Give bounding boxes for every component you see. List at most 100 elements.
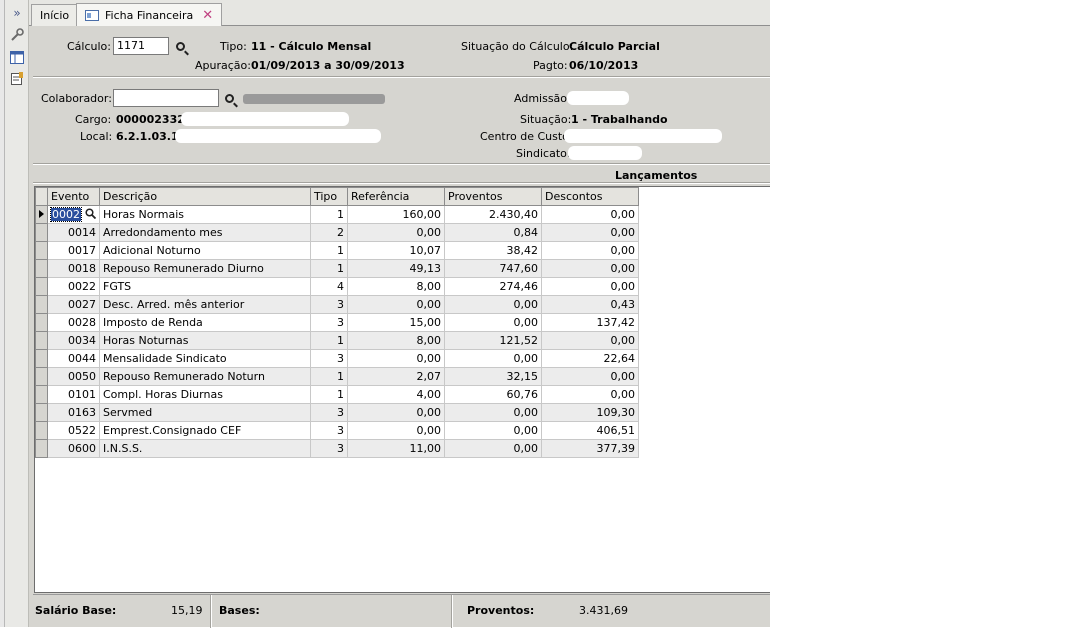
- table-row[interactable]: 0600 I.N.S.S. 3 11,00 0,00 377,39: [35, 439, 639, 458]
- evento-selected-value[interactable]: 0002: [50, 206, 82, 222]
- column-header-tipo[interactable]: Tipo: [310, 187, 348, 206]
- table-row[interactable]: 0044 Mensalidade Sindicato 3 0,00 0,00 22,64: [35, 349, 639, 368]
- cell-referencia[interactable]: 8,00: [347, 331, 445, 350]
- cell-descontos[interactable]: 0,00: [541, 259, 639, 278]
- cell-tipo[interactable]: 1: [310, 367, 348, 386]
- row-indicator[interactable]: [35, 385, 48, 404]
- cell-descontos[interactable]: 109,30: [541, 403, 639, 422]
- cell-descricao[interactable]: Emprest.Consignado CEF: [99, 421, 311, 440]
- cell-descricao[interactable]: Adicional Noturno: [99, 241, 311, 260]
- cell-referencia[interactable]: 160,00: [347, 205, 445, 224]
- cell-proventos[interactable]: 0,00: [444, 349, 542, 368]
- cell-referencia[interactable]: 15,00: [347, 313, 445, 332]
- wrench-icon[interactable]: [8, 26, 26, 44]
- row-indicator[interactable]: [35, 241, 48, 260]
- row-indicator[interactable]: [35, 259, 48, 278]
- cell-descricao[interactable]: Repouso Remunerado Noturn: [99, 367, 311, 386]
- column-header-proventos[interactable]: Proventos: [444, 187, 542, 206]
- row-indicator[interactable]: [35, 349, 48, 368]
- cell-descricao[interactable]: Horas Noturnas: [99, 331, 311, 350]
- table-row[interactable]: 0034 Horas Noturnas 1 8,00 121,52 0,00: [35, 331, 639, 350]
- cell-evento[interactable]: 0101: [47, 385, 100, 404]
- cell-evento[interactable]: 0044: [47, 349, 100, 368]
- cell-tipo[interactable]: 3: [310, 403, 348, 422]
- cell-proventos[interactable]: 121,52: [444, 331, 542, 350]
- cell-descricao[interactable]: I.N.S.S.: [99, 439, 311, 458]
- column-header-referencia[interactable]: Referência: [347, 187, 445, 206]
- cell-descontos[interactable]: 22,64: [541, 349, 639, 368]
- table-row[interactable]: 0018 Repouso Remunerado Diurno 1 49,13 747,6…: [35, 259, 639, 278]
- cell-descricao[interactable]: Arredondamento mes: [99, 223, 311, 242]
- cell-tipo[interactable]: 1: [310, 385, 348, 404]
- search-icon[interactable]: [171, 37, 189, 55]
- cell-referencia[interactable]: 2,07: [347, 367, 445, 386]
- cell-descontos[interactable]: 0,43: [541, 295, 639, 314]
- cell-referencia[interactable]: 4,00: [347, 385, 445, 404]
- table-row[interactable]: 0017 Adicional Noturno 1 10,07 38,42 0,00: [35, 241, 639, 260]
- cell-proventos[interactable]: 0,00: [444, 295, 542, 314]
- cell-proventos[interactable]: 0,00: [444, 439, 542, 458]
- cell-tipo[interactable]: 1: [310, 331, 348, 350]
- cell-referencia[interactable]: 0,00: [347, 349, 445, 368]
- row-indicator[interactable]: [35, 421, 48, 440]
- cell-proventos[interactable]: 32,15: [444, 367, 542, 386]
- cell-proventos[interactable]: 2.430,40: [444, 205, 542, 224]
- cell-referencia[interactable]: 0,00: [347, 223, 445, 242]
- cell-descricao[interactable]: Horas Normais: [99, 205, 311, 224]
- column-header-descontos[interactable]: Descontos: [541, 187, 639, 206]
- row-indicator[interactable]: [35, 205, 48, 224]
- cell-evento[interactable]: 0022: [47, 277, 100, 296]
- calculo-input[interactable]: 1171: [113, 37, 169, 55]
- column-header-descricao[interactable]: Descrição: [99, 187, 311, 206]
- table-row[interactable]: 0101 Compl. Horas Diurnas 1 4,00 60,76 0,00: [35, 385, 639, 404]
- cell-tipo[interactable]: 3: [310, 295, 348, 314]
- cell-evento[interactable]: 0034: [47, 331, 100, 350]
- row-indicator[interactable]: [35, 439, 48, 458]
- row-indicator[interactable]: [35, 295, 48, 314]
- cell-descricao[interactable]: Mensalidade Sindicato: [99, 349, 311, 368]
- cell-tipo[interactable]: 1: [310, 205, 348, 224]
- cell-referencia[interactable]: 0,00: [347, 295, 445, 314]
- table-row[interactable]: 0027 Desc. Arred. mês anterior 3 0,00 0,00 0,…: [35, 295, 639, 314]
- table-row[interactable]: 0022 FGTS 4 8,00 274,46 0,00: [35, 277, 639, 296]
- tab-inicio[interactable]: Início: [31, 4, 79, 26]
- cell-proventos[interactable]: 0,00: [444, 403, 542, 422]
- cell-evento[interactable]: 0014: [47, 223, 100, 242]
- cell-proventos[interactable]: 0,84: [444, 223, 542, 242]
- row-indicator[interactable]: [35, 223, 48, 242]
- cell-proventos[interactable]: 38,42: [444, 241, 542, 260]
- table-row[interactable]: 0028 Imposto de Renda 3 15,00 0,00 137,42: [35, 313, 639, 332]
- table-row[interactable]: 0014 Arredondamento mes 2 0,00 0,84 0,00: [35, 223, 639, 242]
- cell-proventos[interactable]: 0,00: [444, 421, 542, 440]
- table-row[interactable]: 0002 Horas Normais 1 160,00 2.430,40 0,00: [35, 205, 639, 224]
- cell-referencia[interactable]: 10,07: [347, 241, 445, 260]
- cell-tipo[interactable]: 1: [310, 241, 348, 260]
- cell-descontos[interactable]: 0,00: [541, 367, 639, 386]
- cell-evento[interactable]: 0050: [47, 367, 100, 386]
- cell-descontos[interactable]: 0,00: [541, 277, 639, 296]
- cell-descricao[interactable]: Servmed: [99, 403, 311, 422]
- cell-proventos[interactable]: 60,76: [444, 385, 542, 404]
- cell-descontos[interactable]: 0,00: [541, 241, 639, 260]
- cell-referencia[interactable]: 49,13: [347, 259, 445, 278]
- cell-proventos[interactable]: 0,00: [444, 313, 542, 332]
- cell-descontos[interactable]: 0,00: [541, 205, 639, 224]
- cell-proventos[interactable]: 274,46: [444, 277, 542, 296]
- cell-referencia[interactable]: 0,00: [347, 421, 445, 440]
- table-row[interactable]: 0050 Repouso Remunerado Noturn 1 2,07 32,15 0…: [35, 367, 639, 386]
- row-indicator[interactable]: [35, 313, 48, 332]
- cell-descontos[interactable]: 137,42: [541, 313, 639, 332]
- cell-evento[interactable]: 0018: [47, 259, 100, 278]
- table-row[interactable]: 0163 Servmed 3 0,00 0,00 109,30: [35, 403, 639, 422]
- column-header-evento[interactable]: Evento: [47, 187, 100, 206]
- colaborador-input[interactable]: [113, 89, 219, 107]
- cell-descricao[interactable]: Imposto de Renda: [99, 313, 311, 332]
- cell-evento[interactable]: 0028: [47, 313, 100, 332]
- tab-ficha-financeira[interactable]: Ficha Financeira ✕: [76, 3, 223, 26]
- cell-descontos[interactable]: 0,00: [541, 385, 639, 404]
- panel-icon[interactable]: [8, 48, 26, 66]
- cell-evento[interactable]: 0522: [47, 421, 100, 440]
- close-icon[interactable]: ✕: [202, 7, 214, 23]
- cell-proventos[interactable]: 747,60: [444, 259, 542, 278]
- cell-descontos[interactable]: 377,39: [541, 439, 639, 458]
